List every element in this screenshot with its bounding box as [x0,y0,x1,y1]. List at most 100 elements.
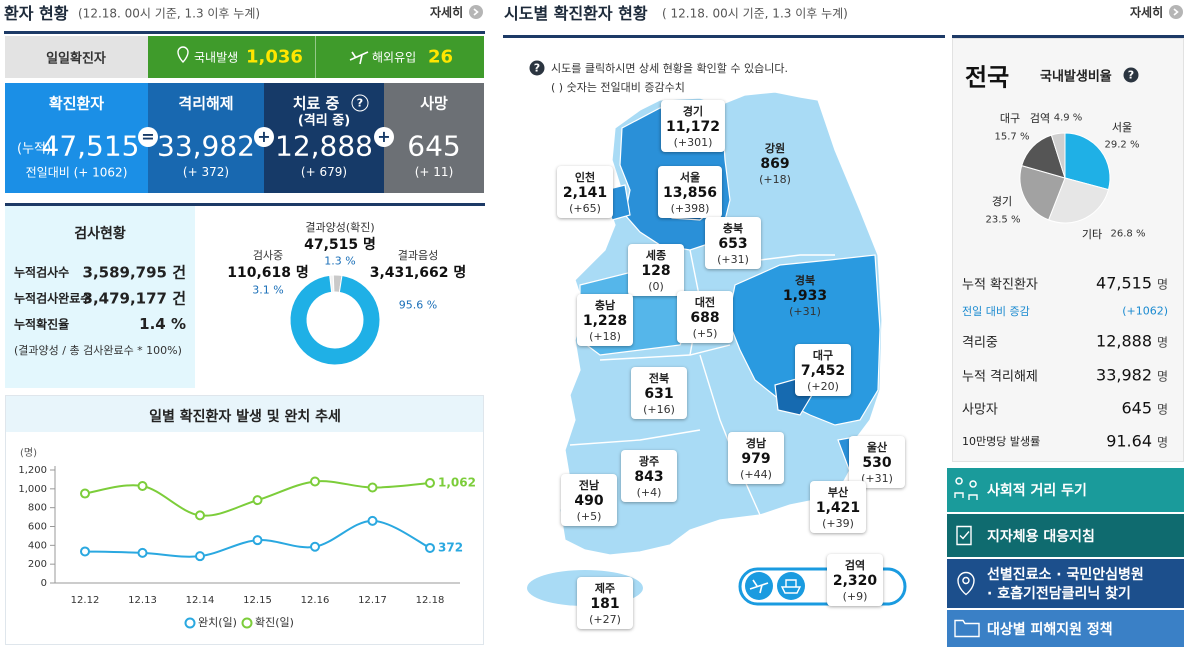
region-value: 653 [718,236,748,252]
region-box[interactable]: 부산 1,421 (+39) [810,481,866,533]
donut-percent: 95.6 % [398,298,438,312]
region-box[interactable]: 검역 2,320 (+9) [827,554,883,606]
help-icon: ? [351,94,369,112]
region-box[interactable]: 경남 979 (+44) [728,432,784,484]
link-button[interactable] [947,468,1184,512]
region-box[interactable]: 제주 181 (+27) [577,577,633,629]
region-name: 경기 [682,105,704,118]
pie-percent: 4.9 % [1053,112,1083,124]
pie-category: 서울 [1111,121,1133,134]
pie-category: 검역 [1029,112,1051,125]
tests-value: 3,589,795 건 [82,263,186,282]
region-name: 제주 [594,582,616,595]
help-icon: ? [529,60,545,76]
region-delta: (+5) [692,327,718,340]
region-box[interactable]: 전남 490 (+5) [561,474,617,526]
national-stat-unit: 명 [1157,335,1169,350]
more-icon [1169,5,1183,19]
stat-value: 47,515 [41,129,140,163]
map-border [599,344,731,361]
national-stat-value: 12,888 [1096,331,1152,351]
link-label: 지자체용 대응지침 [987,528,1095,545]
national-stat-unit: 명 [1157,277,1169,292]
region-box[interactable]: 충남 1,228 (+18) [577,294,633,346]
link-label: · 호흡기전담클리닉 찾기 [987,586,1131,602]
region-value: 2,141 [562,185,608,201]
stat-delta: (+ 11) [414,165,454,179]
section-rule [503,35,945,38]
region-name: 충북 [722,222,744,235]
region-box[interactable]: 충북 653 (+31) [705,217,761,269]
section-rule [952,35,1184,38]
region-box[interactable]: 경기 11,172 (+301) [660,100,726,152]
more-button[interactable]: 자세히 [1130,5,1164,20]
region-delta: (+20) [807,380,839,393]
region-delta: (+44) [740,468,772,481]
link-label: 대상별 피해지원 정책 [987,621,1113,638]
donut-count: 47,515 명 [304,237,376,253]
ratio-title: 국내발생비율 [1040,69,1112,85]
stat-value: 33,982 [157,129,255,163]
donut-percent: 3.1 % [252,283,284,297]
region-box[interactable]: 인천 2,141 (+65) [557,166,613,218]
national-stat-label: 누적 격리해제 [962,369,1038,385]
region-name: 전북 [648,372,670,385]
domestic-value: 1,036 [246,46,303,68]
national-title: 전국 [965,63,1010,92]
pie-category: 대구 [999,112,1021,125]
national-stat-value: 91.64 [1106,431,1152,451]
region-box[interactable]: 대구 7,452 (+20) [795,344,851,396]
link-button[interactable] [947,514,1184,557]
region-name: 부산 [827,486,849,499]
stat-box [384,83,484,193]
stat-box [148,83,264,193]
region-name: 경북 [794,274,816,287]
region-box[interactable]: 경북 1,933 (+31) [777,269,833,321]
region-delta: (+31) [789,305,821,318]
region-delta: (+16) [643,403,675,416]
region-value: 1,933 [782,288,828,304]
donut-category: 검사중 [252,249,284,262]
region-delta: (+31) [717,253,749,266]
region-value: 11,172 [665,119,721,135]
region-box[interactable]: 세종 128 (0) [628,244,684,296]
region-box[interactable]: 대전 688 (+5) [677,291,733,343]
region-value: 13,856 [662,185,718,201]
more-button[interactable]: 자세히 [430,5,464,20]
region-box[interactable]: 광주 843 (+4) [621,450,677,502]
slice [329,274,335,293]
airport-icon [745,572,773,600]
pie-percent: 29.2 % [1104,139,1140,151]
region-box[interactable]: 서울 13,856 (+398) [657,166,723,218]
region-value: 128 [641,263,671,279]
airport-glyph [749,579,769,594]
donut-category: 결과양성(확진) [305,221,375,234]
region-value: 979 [741,451,771,467]
region-delta: (+301) [673,136,713,149]
daily-label: 일일확진자 [46,51,106,67]
tests-value: 1.4 % [139,315,186,333]
stat-label: 확진환자 [48,94,105,113]
operator: = [138,127,158,147]
region-name: 충남 [594,299,616,312]
link-label: 사회적 거리 두기 [987,483,1087,499]
region-delta: (+398) [670,202,710,215]
national-stat-value: (+1062) [1122,304,1168,318]
link-button[interactable] [947,610,1184,647]
section-basis: (12.18. 00시 기준, 1.3 이후 누계) [78,6,261,21]
national-panel [952,38,1184,462]
region-value: 688 [690,310,720,326]
region-box[interactable]: 강원 869 (+18) [747,137,803,189]
national-stat-label: 사망자 [962,402,998,418]
link-label: 선별진료소 · 국민안심병원 [987,567,1144,583]
daily-box [148,36,484,78]
link-button[interactable] [947,559,1184,608]
donut-percent: 1.3 % [324,254,356,268]
region-box[interactable]: 전북 631 (+16) [631,367,687,419]
region-delta: (+5) [576,510,602,523]
operator: + [254,127,274,147]
region-name: 강원 [764,142,786,155]
region-name: 대전 [694,296,716,309]
national-stat-unit: 명 [1157,369,1169,384]
region-delta: (+18) [589,330,621,343]
